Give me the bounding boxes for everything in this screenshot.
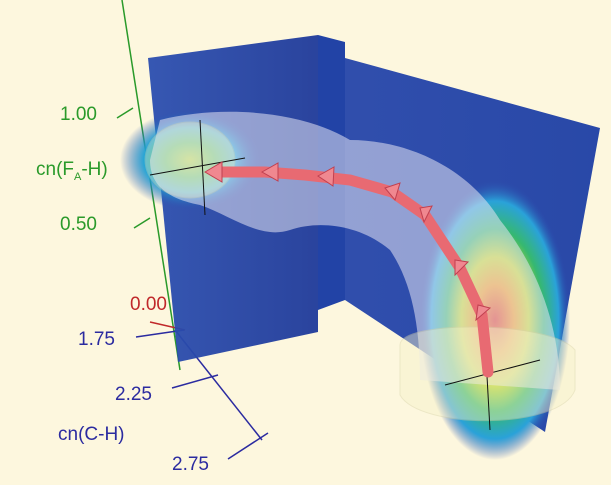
label-part: cn(F — [36, 159, 74, 180]
visualization: 1.00 0.50 cn(FA-H) 0.00 1.75 2.25 2.75 c… — [0, 0, 611, 485]
depth-tick-label: 1.75 — [78, 329, 115, 350]
page: 1.00 0.50 cn(FA-H) 0.00 1.75 2.25 2.75 c… — [0, 0, 611, 485]
tube-end-left — [145, 122, 235, 198]
origin-tick-label: 0.00 — [130, 294, 167, 315]
vertical-axis-label: cn(FA-H) — [36, 159, 108, 183]
depth-tick-label: 2.75 — [172, 454, 209, 475]
vertical-tick-label: 0.50 — [60, 214, 97, 235]
vertical-tick-label: 1.00 — [60, 104, 97, 125]
label-part: -H) — [81, 159, 107, 180]
depth-axis-label: cn(C-H) — [58, 424, 125, 445]
depth-tick-label: 2.25 — [115, 384, 152, 405]
